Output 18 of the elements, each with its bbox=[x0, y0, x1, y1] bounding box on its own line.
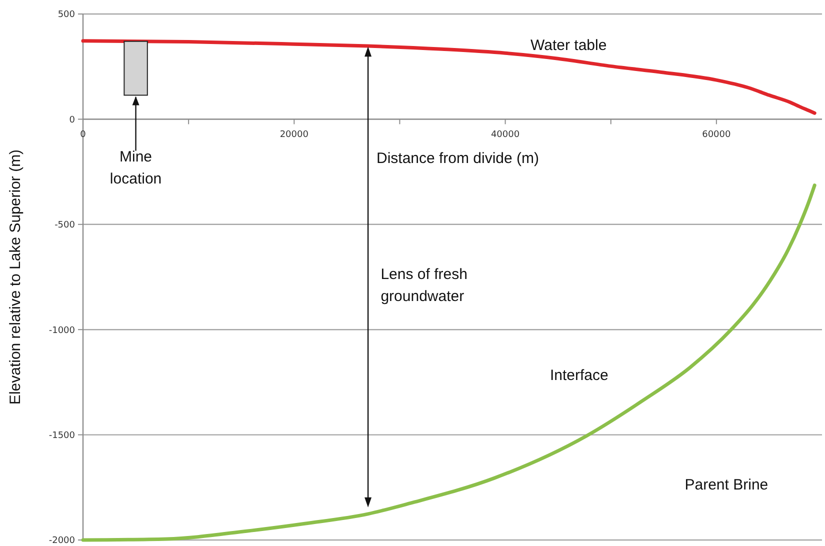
line-series bbox=[81, 184, 816, 542]
x-axis-title: Distance from divide (m) bbox=[376, 150, 540, 168]
y-tick-label: 0 bbox=[69, 115, 76, 126]
y-tick-label: -1500 bbox=[48, 430, 76, 441]
x-tick-label: 40000 bbox=[490, 130, 520, 140]
x-tick-label: 20000 bbox=[280, 130, 309, 140]
annotation: Interface bbox=[550, 367, 608, 384]
annotation: Mine location bbox=[110, 148, 162, 188]
x-tick-label: 60000 bbox=[702, 130, 732, 140]
y-axis-title: Elevation relative to Lake Superior (m) bbox=[7, 149, 24, 405]
y-tick-label: -500 bbox=[54, 220, 76, 231]
y-tick-label: -2000 bbox=[48, 536, 76, 546]
annotation: Water table bbox=[530, 36, 607, 54]
annotation: Parent Brine bbox=[684, 476, 768, 494]
annotation: Lens of fresh groundwater bbox=[380, 266, 468, 306]
y-tick-label: 500 bbox=[58, 10, 76, 20]
y-tick-label: -1000 bbox=[48, 326, 76, 336]
line-series bbox=[81, 39, 816, 115]
